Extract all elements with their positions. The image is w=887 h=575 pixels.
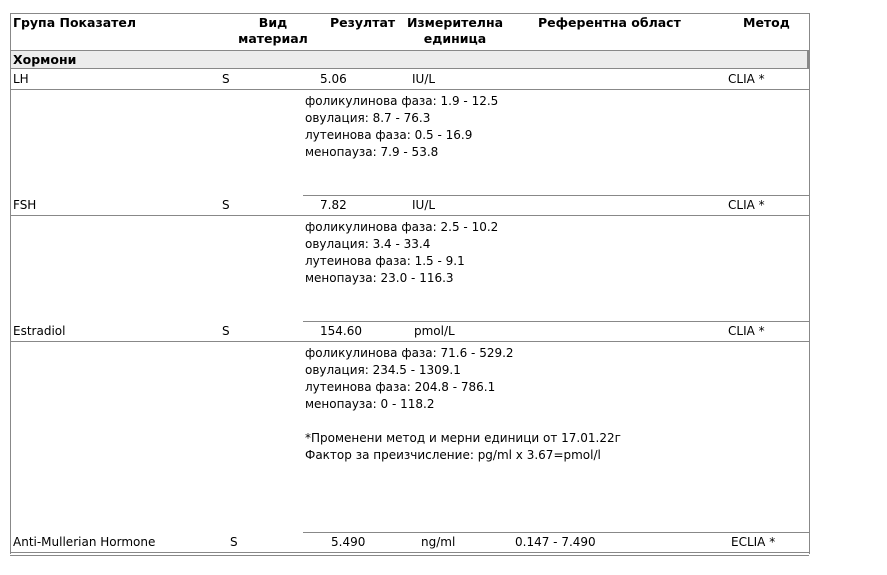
row-separator: [10, 89, 809, 90]
reference-note: *Променени метод и мерни единици от 17.0…: [305, 431, 621, 445]
reference-note: лутеинова фаза: 204.8 - 786.1: [305, 380, 496, 394]
cell-name: FSH: [13, 198, 37, 212]
row-separator: [10, 215, 809, 216]
cell-material: S: [222, 324, 230, 338]
row-separator: [303, 195, 809, 196]
cell-method: ECLIA *: [731, 535, 776, 549]
reference-note: менопауза: 7.9 - 53.8: [305, 145, 439, 159]
cell-name: Anti-Mullerian Hormone: [13, 535, 156, 549]
header-reference: Референтна област: [538, 15, 681, 30]
cell-result: 5.490: [331, 535, 366, 549]
reference-note: овулация: 3.4 - 33.4: [305, 237, 431, 251]
header-method: Метод: [743, 15, 790, 30]
reference-note: Фактор за преизчисление: pg/ml x 3.67=pm…: [305, 448, 601, 462]
reference-note: овулация: 8.7 - 76.3: [305, 111, 431, 125]
row-separator: [303, 532, 809, 533]
cell-reference: 0.147 - 7.490: [515, 535, 596, 549]
reference-note: лутеинова фаза: 1.5 - 9.1: [305, 254, 465, 268]
cell-material: S: [222, 198, 230, 212]
table-bottom-border: [10, 555, 809, 556]
header-group: Група Показател: [13, 15, 137, 30]
cell-result: 5.06: [320, 72, 347, 86]
category-row: [10, 50, 809, 69]
cell-result: 154.60: [320, 324, 362, 338]
reference-note: менопауза: 0 - 118.2: [305, 397, 435, 411]
header-material: Вид материал: [238, 15, 308, 46]
row-separator: [303, 321, 809, 322]
reference-note: фоликулинова фаза: 71.6 - 529.2: [305, 346, 514, 360]
row-separator: [10, 552, 809, 553]
category-label: Хормони: [13, 52, 77, 67]
reference-note: лутеинова фаза: 0.5 - 16.9: [305, 128, 473, 142]
row-separator: [10, 341, 809, 342]
header-result: Резултат: [330, 15, 396, 30]
cell-unit: IU/L: [412, 198, 436, 212]
reference-note: менопауза: 23.0 - 116.3: [305, 271, 454, 285]
cell-unit: IU/L: [412, 72, 436, 86]
cell-name: Estradiol: [13, 324, 66, 338]
cell-material: S: [230, 535, 238, 549]
cell-material: S: [222, 72, 230, 86]
cell-method: CLIA *: [728, 72, 765, 86]
header-unit: Измерителна единица: [406, 15, 504, 46]
results-table: [10, 13, 810, 554]
cell-result: 7.82: [320, 198, 347, 212]
cell-method: CLIA *: [728, 324, 765, 338]
cell-unit: ng/ml: [421, 535, 456, 549]
reference-note: фоликулинова фаза: 2.5 - 10.2: [305, 220, 499, 234]
cell-unit: pmol/L: [414, 324, 455, 338]
cell-name: LH: [13, 72, 29, 86]
reference-note: фоликулинова фаза: 1.9 - 12.5: [305, 94, 499, 108]
cell-method: CLIA *: [728, 198, 765, 212]
reference-note: овулация: 234.5 - 1309.1: [305, 363, 461, 377]
